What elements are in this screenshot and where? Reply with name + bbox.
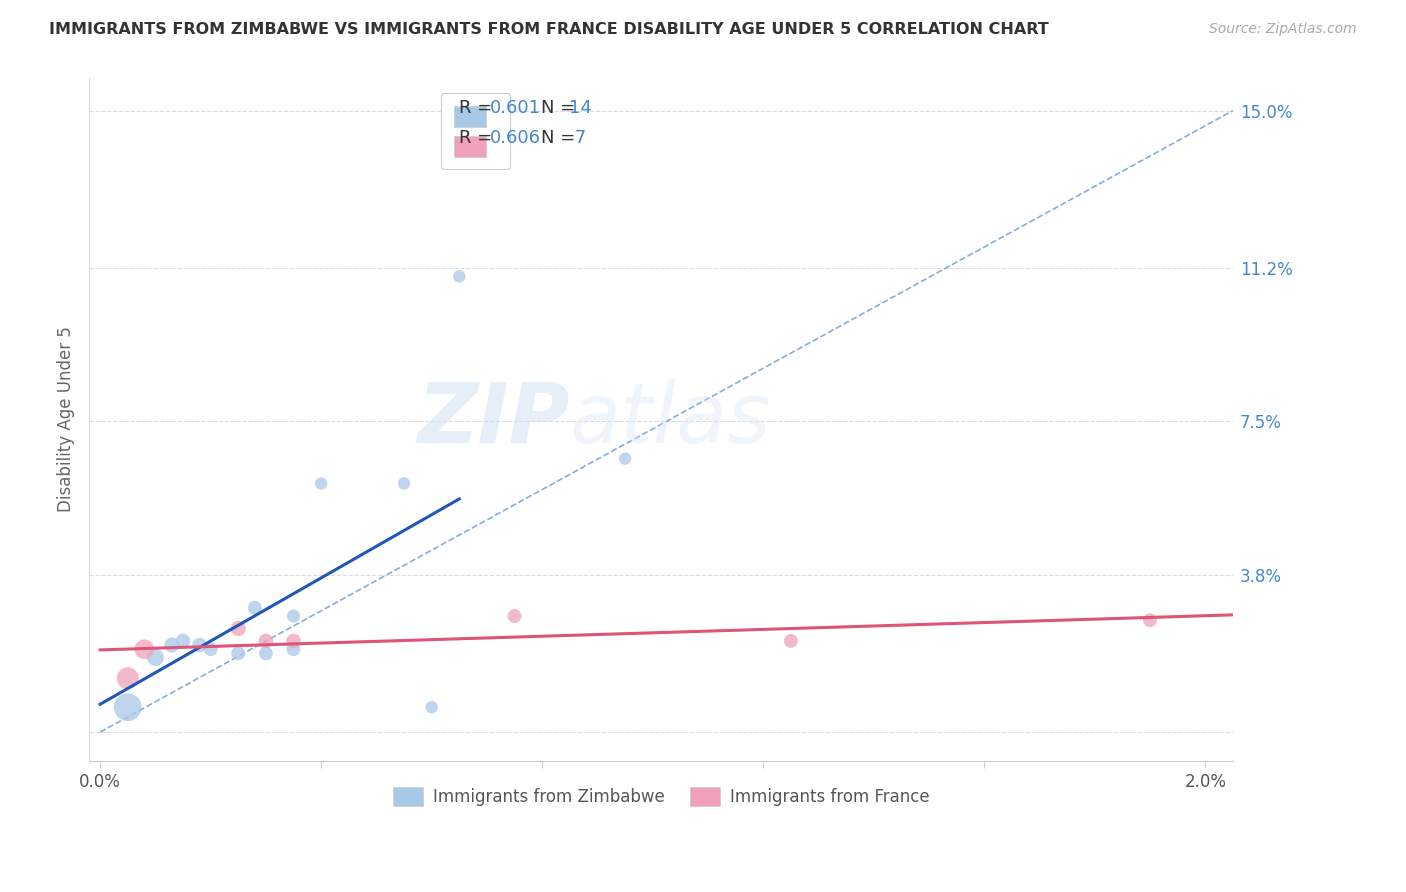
Point <box>503 609 526 624</box>
Point <box>392 476 415 491</box>
Point <box>117 671 139 685</box>
Point <box>309 476 332 491</box>
Point <box>145 650 167 665</box>
Point <box>449 269 471 284</box>
Text: N =: N = <box>541 128 581 146</box>
Text: 0.606: 0.606 <box>489 128 540 146</box>
Text: 14: 14 <box>569 99 592 117</box>
Point <box>283 642 305 657</box>
Point <box>160 638 183 652</box>
Point <box>243 600 266 615</box>
Point <box>779 634 801 648</box>
Point <box>226 622 249 636</box>
Text: atlas: atlas <box>569 379 770 459</box>
Text: R =: R = <box>458 128 498 146</box>
Text: R =: R = <box>458 99 498 117</box>
Point <box>1139 613 1161 627</box>
Text: Source: ZipAtlas.com: Source: ZipAtlas.com <box>1209 22 1357 37</box>
Point <box>226 646 249 660</box>
Y-axis label: Disability Age Under 5: Disability Age Under 5 <box>58 326 75 512</box>
Text: 7: 7 <box>569 128 586 146</box>
Legend: Immigrants from Zimbabwe, Immigrants from France: Immigrants from Zimbabwe, Immigrants fro… <box>384 779 938 814</box>
Point <box>420 700 443 714</box>
Point <box>283 609 305 624</box>
Text: ZIP: ZIP <box>416 379 569 459</box>
Text: IMMIGRANTS FROM ZIMBABWE VS IMMIGRANTS FROM FRANCE DISABILITY AGE UNDER 5 CORREL: IMMIGRANTS FROM ZIMBABWE VS IMMIGRANTS F… <box>49 22 1049 37</box>
Point <box>117 700 139 714</box>
Text: 0.601: 0.601 <box>489 99 540 117</box>
Text: N =: N = <box>541 99 581 117</box>
Point <box>614 451 637 466</box>
Point <box>200 642 222 657</box>
Point <box>188 638 211 652</box>
Point <box>172 634 194 648</box>
Point <box>283 634 305 648</box>
Point <box>254 634 277 648</box>
Point <box>254 646 277 660</box>
Point <box>134 642 156 657</box>
